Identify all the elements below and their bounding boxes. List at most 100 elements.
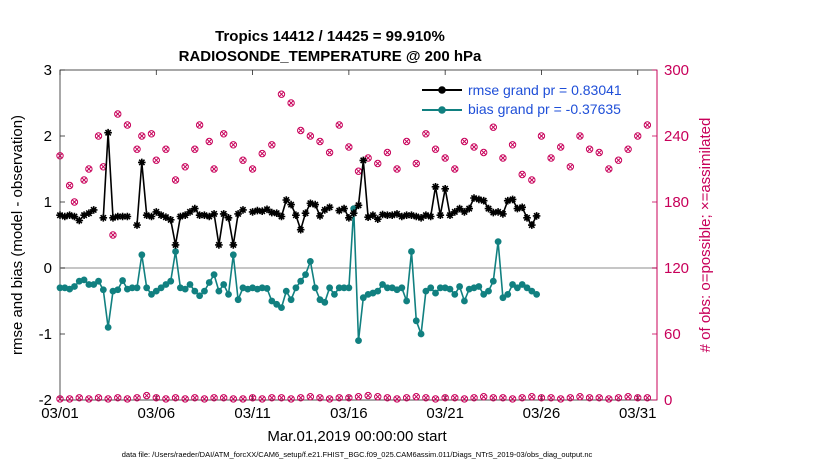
bias-point: [225, 291, 232, 298]
rmse-point-core: [457, 206, 462, 211]
obs-assimilated-low-point: [115, 395, 121, 401]
obs-assimilated-low-point: [259, 396, 265, 402]
obs-possible-low-point: [422, 394, 430, 402]
obs-assimilated-low-point: [124, 396, 131, 402]
obs-assimilated-point: [596, 149, 602, 156]
bias-point: [138, 251, 146, 259]
bias-line: [60, 207, 538, 342]
obs-assimilated-low-point: [336, 395, 342, 401]
bias-point: [311, 284, 319, 292]
bias-point: [528, 287, 536, 295]
obs-possible-point: [634, 132, 642, 140]
rmse-point-core: [125, 214, 130, 219]
obs-possible-low-point: [489, 394, 498, 402]
obs-assimilated-low-point: [634, 395, 641, 401]
y2-tick-label: 180: [664, 194, 689, 211]
rmse-point-core: [192, 206, 198, 211]
obs-possible-low-point: [479, 393, 488, 401]
obs-possible-low-point: [624, 393, 632, 401]
bias-point: [374, 287, 382, 295]
obs-assimilated-point: [317, 138, 323, 145]
obs-assimilated-point: [148, 131, 155, 137]
obs-possible-point: [210, 165, 218, 173]
obs-possible-point: [528, 176, 536, 184]
rmse-point-core: [524, 215, 530, 221]
obs-assimilated-point: [538, 133, 545, 139]
bias-point: [268, 297, 276, 305]
obs-assimilated-low-point: [586, 395, 593, 401]
obs-assimilated-low-point: [509, 396, 516, 402]
obs-possible-point: [239, 156, 247, 164]
bias-point: [509, 281, 516, 288]
obs-assimilated-low-point: [307, 393, 314, 400]
obs-assimilated-low-point: [163, 396, 169, 402]
obs-possible-low-point: [114, 394, 122, 402]
obs-assimilated-low-point: [66, 396, 73, 402]
obs-assimilated-low-point: [480, 393, 487, 400]
obs-assimilated-point: [71, 199, 78, 205]
rmse-point-core: [207, 214, 212, 219]
bias-point: [201, 287, 208, 295]
obs-assimilated-low-point: [153, 395, 160, 401]
obs-possible-point: [147, 130, 156, 138]
obs-assimilated-low-point: [86, 396, 92, 402]
obs-possible-point: [557, 143, 565, 151]
bias-point: [417, 330, 425, 338]
obs-possible-point: [489, 123, 498, 131]
obs-possible-low-point: [75, 394, 83, 402]
obs-assimilated-point: [336, 122, 342, 128]
obs-possible-low-point: [605, 395, 613, 403]
bias-series: [56, 205, 541, 344]
bias-point: [499, 294, 507, 302]
obs-assimilated-point: [66, 182, 73, 189]
obs-assimilated-low-point: [220, 395, 227, 401]
rmse-point-core: [341, 206, 347, 211]
y-axis-right: 0 60 120 180 240 300: [652, 62, 689, 409]
rmse-point-core: [370, 213, 376, 218]
rmse-point-core: [77, 218, 82, 223]
obs-possible-low-point: [85, 395, 93, 403]
rmse-point-core: [293, 213, 299, 218]
bias-point: [335, 284, 343, 292]
obs-assimilated-point: [557, 144, 564, 150]
obs-possible-point: [85, 165, 93, 173]
obs-assimilated-point: [615, 157, 622, 163]
rmse-point-core: [264, 207, 270, 212]
y2-tick-label: 120: [664, 260, 689, 277]
obs-assimilated-point: [81, 177, 87, 183]
obs-assimilated-low-point: [577, 393, 583, 400]
obs-possible-low-point: [335, 394, 343, 402]
bias-point: [273, 300, 281, 308]
obs-assimilated-low-point: [278, 395, 285, 401]
obs-assimilated-point: [297, 127, 304, 134]
bias-point: [489, 277, 497, 285]
rmse-point-core: [120, 214, 125, 219]
obs-assimilated-low-point: [375, 393, 381, 400]
obs-assimilated-point: [326, 149, 333, 156]
obs-assimilated-point: [100, 164, 107, 170]
obs-assimilated-point: [86, 166, 92, 172]
obs-assimilated-point: [249, 166, 256, 172]
bias-point: [210, 271, 218, 278]
rmse-point-core: [72, 214, 77, 219]
obs-possible-low-point: [268, 394, 276, 402]
obs-possible-point: [508, 141, 517, 149]
obs-count-low-series: [56, 391, 652, 403]
obs-assimilated-low-point: [452, 395, 458, 401]
obs-assimilated-low-point: [355, 393, 362, 400]
rmse-point-core: [529, 222, 535, 228]
obs-assimilated-low-point: [240, 396, 246, 402]
legend: rmse grand pr = 0.83041 bias grand pr = …: [422, 82, 622, 117]
obs-possible-point: [441, 154, 449, 162]
obs-possible-point: [268, 141, 276, 149]
bias-point: [128, 284, 136, 292]
obs-possible-low-point: [239, 395, 247, 403]
obs-assimilated-low-point: [557, 396, 564, 402]
obs-possible-point: [65, 181, 74, 190]
obs-assimilated-point: [644, 122, 651, 128]
bias-point: [436, 284, 444, 292]
obs-possible-point: [80, 176, 88, 184]
obs-possible-point: [412, 159, 420, 168]
obs-assimilated-point: [139, 133, 145, 139]
